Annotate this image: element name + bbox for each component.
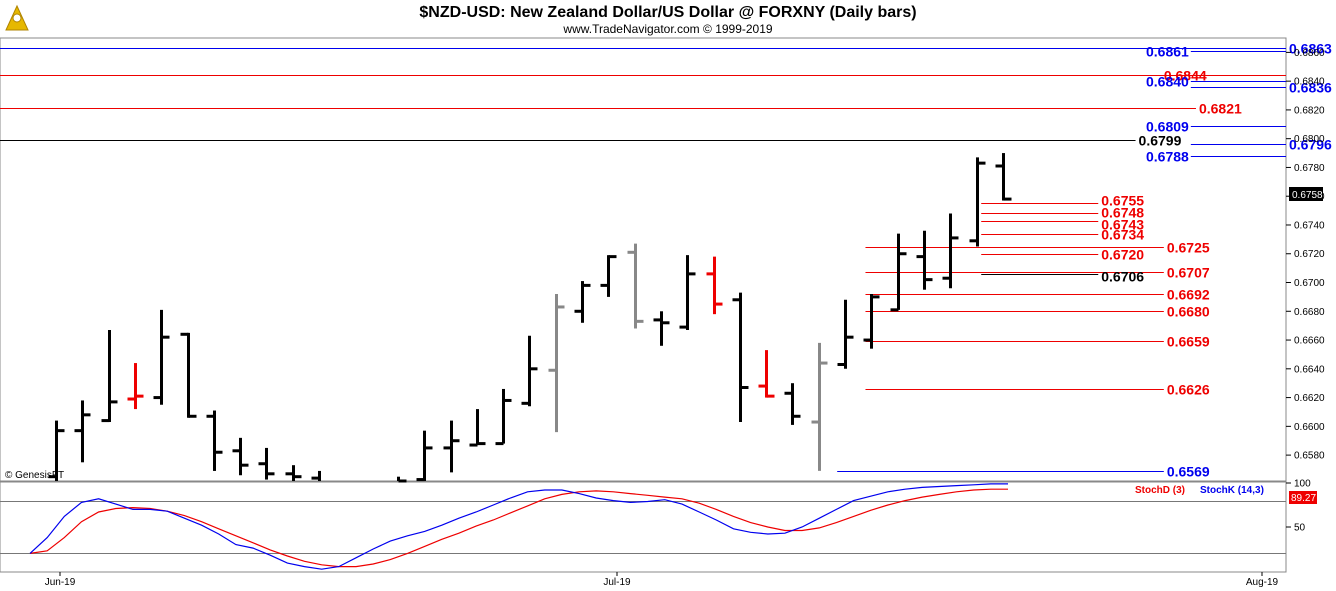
price-level-label: 0.6836 — [1289, 80, 1332, 96]
price-level-label: 0.6748 — [1101, 205, 1144, 221]
chart-subtitle: www.TradeNavigator.com © 1999-2019 — [562, 22, 772, 36]
ohlc-bar — [311, 470, 321, 481]
price-axis-tick-label: 0.6640 — [1294, 364, 1325, 375]
price-level-label: 0.6707 — [1167, 265, 1210, 281]
price-level-label: 0.6659 — [1167, 334, 1210, 350]
ohlc-bar — [469, 409, 486, 447]
trade-navigator-logo-icon — [2, 2, 32, 34]
ohlc-bar — [180, 332, 197, 418]
price-axis-tick-label: 0.6620 — [1294, 393, 1325, 404]
ohlc-bar — [258, 447, 275, 480]
stochd-line — [29, 488, 1008, 568]
ohlc-bar — [627, 243, 644, 329]
ohlc-bar — [679, 255, 696, 330]
ohlc-bar — [837, 299, 854, 369]
price-level-label: 0.6626 — [1167, 382, 1210, 398]
ohlc-bar — [863, 294, 880, 349]
price-level-label: 0.6844 — [1164, 68, 1207, 84]
price-axis-tick-label: 0.6780 — [1294, 163, 1325, 174]
price-level-label: 0.6861 — [1146, 44, 1189, 60]
ohlc-bar — [811, 342, 828, 471]
ohlc-bar — [232, 437, 249, 476]
stochd-legend: StochD (3) — [1135, 485, 1185, 496]
stoch-last-value: 89.27 — [1291, 493, 1316, 504]
price-axis-tick-label: 0.6800 — [1294, 134, 1325, 145]
price-axis-tick-label: 0.6580 — [1294, 451, 1325, 462]
price-panel — [0, 37, 1287, 482]
price-level-label: 0.6680 — [1167, 304, 1210, 320]
price-level-label: 0.6569 — [1167, 464, 1210, 480]
last-price-value: 0.6758 — [1292, 190, 1323, 201]
ohlc-bar — [285, 465, 302, 481]
ohlc-bar — [706, 256, 723, 315]
ohlc-bar — [153, 309, 170, 405]
stochastic-panel — [0, 481, 1287, 573]
ohlc-bar — [653, 311, 670, 346]
price-axis-tick-label: 0.6600 — [1294, 422, 1325, 433]
date-axis-tick-label: Jul-19 — [603, 577, 631, 588]
price-level-label: 0.6692 — [1167, 287, 1210, 303]
ohlc-bar — [127, 363, 144, 410]
ohlc-bar — [48, 420, 65, 481]
date-axis: Jun-19 Jul-19 Aug-19 — [45, 572, 1279, 588]
price-level-label: 0.6796 — [1289, 137, 1332, 153]
date-axis-tick-label: Jun-19 — [45, 577, 76, 588]
price-level-label: 0.6725 — [1167, 240, 1210, 256]
copyright-label: © GenesisFT — [5, 470, 64, 481]
ohlc-bar — [732, 292, 749, 423]
ohlc-bar — [969, 157, 986, 247]
stoch-last-marker: 89.27 — [1289, 491, 1317, 504]
ohlc-bar — [942, 213, 959, 289]
ohlc-bar — [600, 255, 617, 297]
price-axis-tick-label: 0.6860 — [1294, 48, 1325, 59]
stochk-legend: StochK (14,3) — [1200, 485, 1264, 496]
ohlc-bar — [784, 383, 801, 425]
stoch-axis-tick-label: 100 — [1294, 479, 1311, 490]
price-axis-tick-label: 0.6720 — [1294, 249, 1325, 260]
price-level-label: 0.6743 — [1101, 217, 1144, 233]
ohlc-bar — [74, 400, 91, 463]
ohlc-bar — [495, 388, 512, 446]
price-level-label: 0.6799 — [1139, 133, 1182, 149]
stoch-axis-tick-label: 50 — [1294, 523, 1306, 534]
ohlc-bar — [574, 281, 591, 323]
date-axis-tick-label: Aug-19 — [1246, 577, 1279, 588]
price-level-label: 0.6863 — [1289, 41, 1332, 57]
price-level-label: 0.6755 — [1101, 193, 1144, 209]
price-axis-tick-label: 0.6820 — [1294, 105, 1325, 116]
price-level-label: 0.6706 — [1101, 269, 1144, 285]
ohlc-bar — [397, 476, 407, 483]
price-level-label: 0.6840 — [1146, 74, 1189, 90]
price-axis-tick-label: 0.6680 — [1294, 307, 1325, 318]
ohlc-bar — [521, 335, 538, 407]
price-axis-tick-label: 0.6700 — [1294, 278, 1325, 289]
ohlc-bar — [916, 230, 933, 290]
stochk-line — [29, 483, 1008, 570]
ohlc-bar — [443, 420, 460, 473]
ohlc-bar — [416, 430, 433, 482]
chart-title: $NZD-USD: New Zealand Dollar/US Dollar @… — [419, 4, 916, 21]
last-price-marker: 0.6758 — [1289, 187, 1323, 201]
price-level-label: 0.6788 — [1146, 149, 1189, 165]
ohlc-bar — [206, 410, 223, 471]
stochastic-indicator: 50 100 — [0, 479, 1311, 570]
price-axis-tick-label: 0.6740 — [1294, 220, 1325, 231]
price-level-label: 0.6734 — [1101, 227, 1144, 243]
ohlc-bar — [101, 329, 118, 423]
price-axis-tick-label: 0.6660 — [1294, 336, 1325, 347]
price-axis-tick-label: 0.6840 — [1294, 77, 1325, 88]
ohlc-bar — [548, 294, 565, 433]
price-level-label: 0.6821 — [1199, 101, 1242, 117]
price-level-label: 0.6720 — [1101, 247, 1144, 263]
ohlc-bar — [758, 350, 775, 398]
price-bars — [48, 153, 1012, 483]
price-axis: 0.6580 0.6600 0.6620 0.6640 0.6660 0.6680 0.67… — [1286, 48, 1325, 462]
price-level-label: 0.6809 — [1146, 119, 1189, 135]
ohlc-bar — [890, 233, 907, 312]
ohlc-bar — [995, 153, 1012, 201]
